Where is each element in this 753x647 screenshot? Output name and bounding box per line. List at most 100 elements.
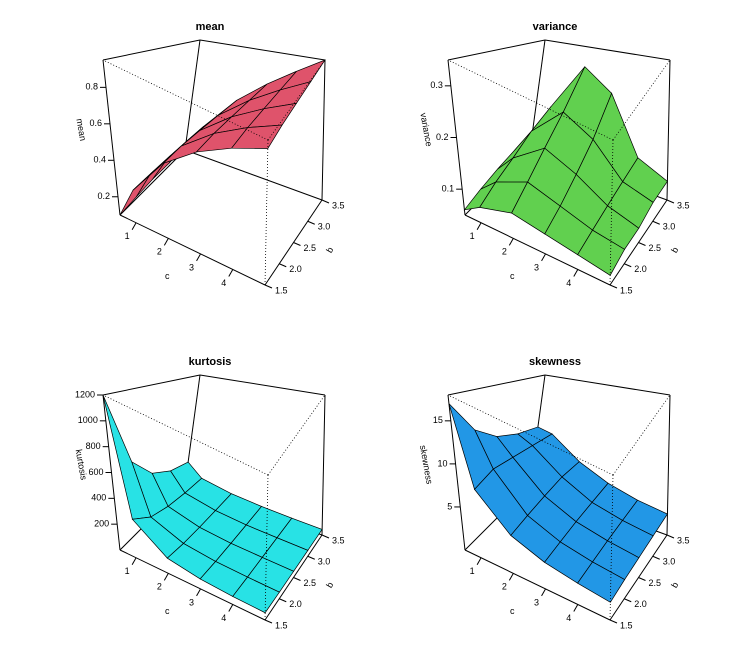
box-edge	[119, 149, 186, 216]
y-tick-label: 1.5	[275, 620, 288, 630]
x-tick-label: 1	[125, 566, 130, 576]
x-tick-label: 4	[221, 613, 226, 623]
box-edge	[119, 214, 266, 286]
box-edge	[447, 59, 614, 141]
y-tick	[638, 242, 646, 246]
z-tick-label: 0.2	[436, 132, 449, 142]
x-tick	[228, 604, 234, 612]
y-axis-label: b	[324, 580, 335, 589]
box-edge	[184, 149, 323, 201]
y-tick	[652, 555, 660, 560]
y-tick-label: 2.5	[304, 243, 317, 253]
z-axis-label: skewness	[418, 444, 435, 485]
y-tick	[666, 199, 675, 204]
y-tick-label: 2.5	[649, 578, 662, 588]
y-tick	[293, 242, 301, 246]
z-tick-label: 0.8	[85, 82, 98, 92]
surface-facet	[119, 173, 151, 216]
y-tick-label: 3.0	[663, 557, 676, 567]
x-axis-label: c	[510, 271, 515, 281]
x-tick-label: 2	[502, 582, 507, 592]
y-tick	[264, 284, 273, 289]
y-tick-label: 2.5	[649, 243, 662, 253]
surface-facet	[232, 576, 280, 614]
x-tick	[573, 604, 579, 612]
y-tick-label: 3.5	[677, 535, 690, 545]
y-tick	[321, 534, 330, 539]
x-tick-label: 4	[566, 613, 571, 623]
y-axis-label: b	[669, 580, 680, 589]
box-edge	[267, 59, 326, 141]
x-tick	[196, 253, 201, 262]
chart-title: kurtosis	[189, 356, 232, 368]
y-tick-label: 3.5	[332, 200, 345, 210]
box-edge	[544, 39, 671, 61]
y-axis-label: b	[324, 245, 335, 254]
z-tick-label: 600	[88, 467, 103, 477]
box-edge	[102, 59, 269, 141]
box-edge	[264, 139, 269, 286]
box-edge	[267, 394, 326, 476]
x-tick-label: 1	[125, 231, 130, 241]
y-tick	[279, 263, 287, 268]
box-edge	[612, 394, 671, 476]
box-edge	[464, 214, 611, 286]
x-tick	[573, 269, 579, 277]
x-axis-label: c	[165, 606, 170, 616]
x-tick-label: 2	[157, 582, 162, 592]
surface-facet	[577, 561, 626, 603]
box-edge	[199, 39, 326, 61]
z-tick-label: 0.2	[97, 191, 110, 201]
y-tick	[279, 598, 287, 603]
z-tick-label: 200	[94, 519, 109, 529]
box-edge	[102, 59, 121, 216]
x-axis-label: c	[165, 271, 170, 281]
z-tick-label: 5	[447, 501, 452, 511]
box-edge	[464, 549, 611, 621]
y-tick-label: 1.5	[620, 620, 633, 630]
x-tick-label: 4	[566, 278, 571, 288]
x-tick	[476, 222, 482, 231]
z-tick-label: 800	[86, 441, 101, 451]
box-edge	[447, 374, 546, 396]
x-tick	[163, 573, 169, 581]
x-axis-label: c	[510, 606, 515, 616]
box-edge	[447, 394, 614, 476]
box-edge	[544, 374, 671, 396]
box-edge	[321, 59, 326, 201]
y-tick	[264, 619, 273, 624]
z-axis-label: variance	[418, 112, 434, 147]
y-tick	[666, 534, 675, 539]
y-tick-label: 3.0	[663, 222, 676, 232]
box-edge	[264, 474, 269, 621]
x-tick	[196, 588, 201, 597]
box-edge	[102, 394, 269, 476]
z-axis-label: kurtosis	[74, 449, 89, 482]
box-edge	[199, 374, 326, 396]
box-edge	[666, 59, 671, 201]
box-edge	[184, 39, 201, 151]
x-tick-label: 2	[502, 247, 507, 257]
y-tick-label: 3.5	[332, 535, 345, 545]
x-tick	[131, 222, 137, 231]
y-tick-label: 2.0	[634, 264, 647, 274]
surface-facet	[230, 124, 283, 149]
x-tick-label: 1	[470, 231, 475, 241]
box-edge	[609, 474, 614, 621]
y-tick	[293, 577, 301, 581]
x-tick-label: 1	[470, 566, 475, 576]
y-tick-label: 2.0	[634, 599, 647, 609]
y-tick	[638, 577, 646, 581]
x-tick	[541, 588, 546, 597]
y-tick	[624, 263, 632, 268]
box-edge	[612, 59, 671, 141]
x-tick	[508, 238, 514, 246]
z-tick-label: 1000	[78, 415, 98, 425]
x-tick-label: 2	[157, 247, 162, 257]
x-tick	[508, 573, 514, 581]
z-tick-label: 400	[91, 493, 106, 503]
x-tick-label: 4	[221, 278, 226, 288]
x-tick	[228, 269, 234, 277]
x-tick-label: 3	[534, 262, 539, 272]
